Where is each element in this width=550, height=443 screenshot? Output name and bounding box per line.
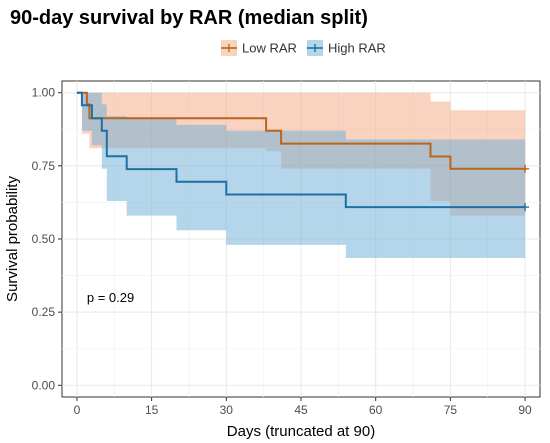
x-axis-ticks: 0 15 30 45 60 75 90	[74, 397, 532, 417]
high-rar-confidence-band	[76, 92, 526, 258]
legend-item-low-rar: Low RAR	[221, 40, 297, 56]
y-tick-label: 0.50	[32, 232, 56, 246]
x-axis-title: Days (truncated at 90)	[227, 423, 375, 440]
x-tick-label: 15	[145, 403, 159, 417]
survival-curves	[76, 91, 530, 212]
y-tick-label: 1.00	[32, 86, 56, 100]
high-rar-survival-curve	[76, 91, 526, 209]
confidence-bands	[76, 92, 526, 258]
high-rar-censor-mark	[521, 203, 530, 212]
x-tick-label: 45	[294, 403, 308, 417]
y-tick-label: 0.00	[32, 378, 56, 392]
legend: Low RAR High RAR	[221, 40, 386, 56]
x-tick-label: 30	[220, 403, 234, 417]
high-rar-legend-label: High RAR	[328, 41, 386, 56]
y-axis-title: Survival probability	[4, 176, 21, 302]
x-tick-label: 90	[518, 403, 532, 417]
low-rar-legend-label: Low RAR	[242, 41, 297, 56]
x-tick-label: 60	[369, 403, 383, 417]
low-rar-censor-mark	[521, 164, 530, 173]
y-tick-label: 0.75	[32, 159, 56, 173]
x-tick-label: 75	[444, 403, 458, 417]
legend-item-high-rar: High RAR	[307, 40, 386, 56]
x-tick-label: 0	[74, 403, 81, 417]
y-tick-label: 0.25	[32, 305, 56, 319]
y-axis-ticks: 0.00 0.25 0.50 0.75 1.00	[32, 86, 62, 392]
chart-title: 90-day survival by RAR (median split)	[10, 7, 368, 29]
p-value-annotation: p = 0.29	[87, 290, 134, 305]
